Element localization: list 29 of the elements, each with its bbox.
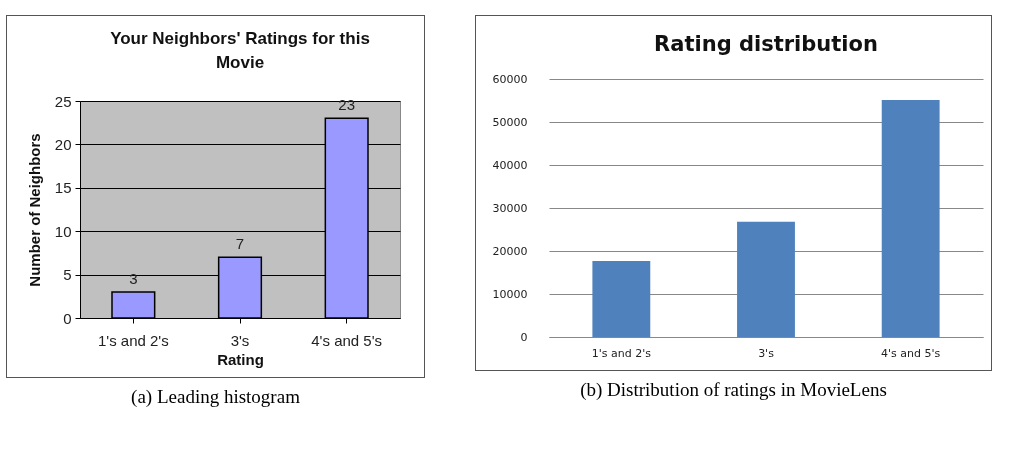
x-axis-title: Rating [217,350,264,368]
x-tick-label: 3's [230,331,250,349]
y-tick-label: 10 [54,222,72,240]
bar [737,221,795,337]
y-tick-label: 20 [54,135,72,153]
y-tick-label: 15 [54,179,72,197]
y-axis-title: Number of Neighbors [25,133,43,287]
y-tick-label: 5 [63,266,72,284]
bar [592,260,651,337]
bar [881,100,940,337]
text: (a) Leading histogram [131,386,300,408]
y-tick-label: 25 [54,92,72,110]
x-tick-label: 1's and 2's [591,346,652,360]
x-tick-label: 3's [758,346,775,360]
text: (b) Distribution of ratings in MovieLens [580,379,887,401]
data-label: 7 [235,235,245,253]
x-tick-label: 1's and 2's [97,331,169,349]
x-tick-label: 4's and 5's [311,331,383,349]
y-tick-label: 40000 [492,158,528,172]
y-tick-label: 0 [520,330,528,344]
y-tick-label: 50000 [492,115,528,129]
y-tick-label: 20000 [492,244,528,258]
x-tick-label: 4's and 5's [881,346,941,360]
y-tick-label: 60000 [492,72,528,86]
y-tick-label: 30000 [492,201,528,215]
chart-title: Your Neighbors' Ratings for this Movie [110,29,370,72]
chart-title: Rating distribution [654,32,878,56]
y-tick-label: 10000 [492,287,528,301]
y-tick-label: 0 [63,309,72,327]
